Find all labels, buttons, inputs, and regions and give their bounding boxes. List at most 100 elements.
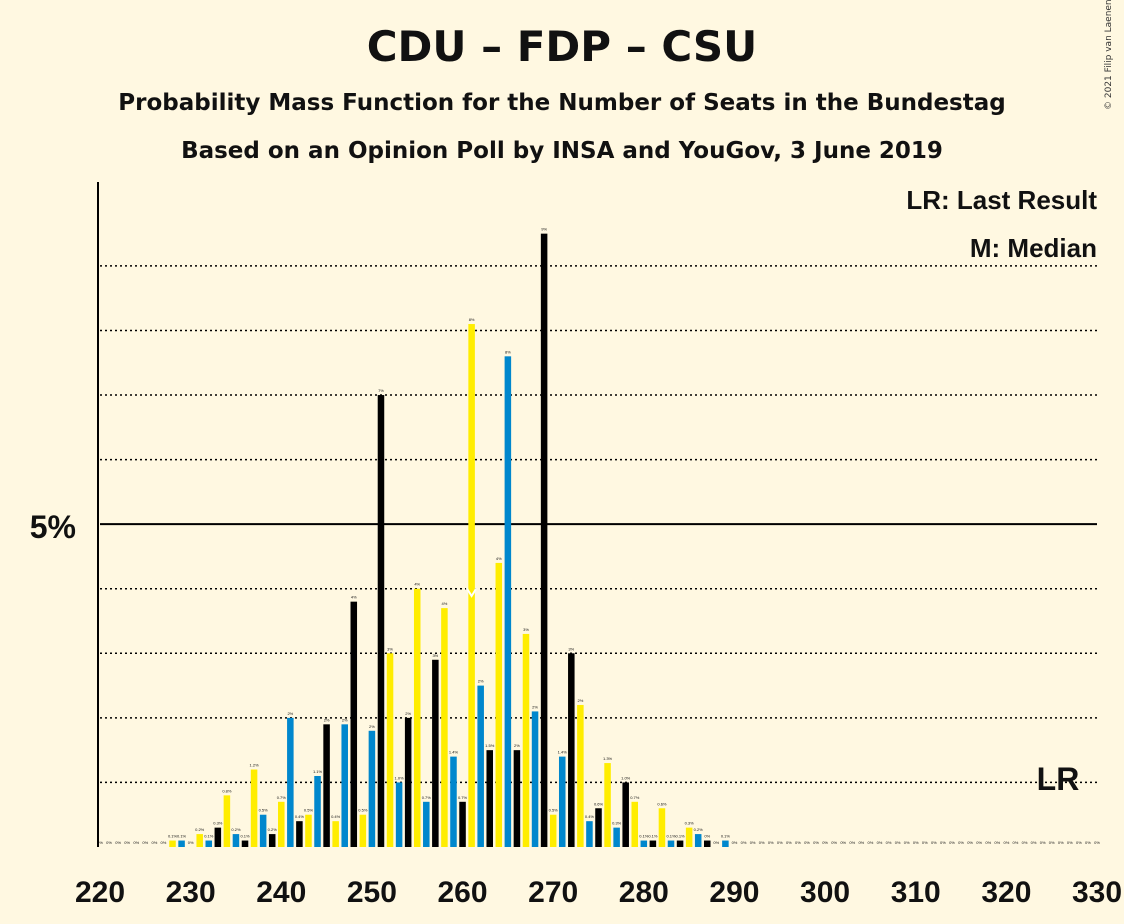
value-label-279: 0.7% bbox=[630, 795, 640, 800]
value-label-322: 0% bbox=[1022, 840, 1028, 845]
value-label-245: 2% bbox=[324, 717, 330, 722]
value-label-317: 0% bbox=[976, 840, 982, 845]
x-tick-label-290: 290 bbox=[709, 876, 759, 909]
bar-228 bbox=[169, 840, 176, 847]
bar-289 bbox=[722, 840, 729, 847]
value-label-235: 0.2% bbox=[231, 827, 241, 832]
last-result-marker: LR bbox=[1037, 761, 1080, 797]
value-label-254: 2% bbox=[405, 711, 411, 716]
bar-255 bbox=[413, 588, 421, 847]
value-label-300: 0% bbox=[822, 840, 828, 845]
value-label-292: 0% bbox=[750, 840, 756, 845]
value-label-267: 3% bbox=[523, 627, 529, 632]
chart-source-note: Based on an Opinion Poll by INSA and You… bbox=[181, 138, 943, 164]
bar-282 bbox=[658, 808, 666, 847]
value-label-250: 2% bbox=[369, 724, 375, 729]
bar-263 bbox=[486, 750, 493, 847]
bar-280 bbox=[640, 840, 648, 847]
value-labels: 0% 0% 0% 0% 0% 0% 0% 0%0.1% 0.1%0%0.2%0.1%0.3%0.… bbox=[97, 227, 1100, 845]
value-label-319: 0% bbox=[994, 840, 1000, 845]
bar-271 bbox=[558, 756, 566, 847]
legend-last-result: LR: Last Result bbox=[906, 185, 1097, 215]
value-label-251: 7% bbox=[378, 388, 384, 393]
value-label-295: 0% bbox=[777, 840, 783, 845]
bar-260 bbox=[459, 801, 466, 847]
value-label-306: 0% bbox=[877, 840, 883, 845]
x-tick-label-220: 220 bbox=[75, 876, 125, 909]
value-label-227: 0% bbox=[161, 840, 167, 845]
value-label-305: 0% bbox=[868, 840, 874, 845]
bar-257 bbox=[432, 659, 439, 847]
bar-262 bbox=[477, 685, 484, 847]
chart-title: CDU – FDP – CSU bbox=[366, 22, 758, 71]
x-tick-label-330: 330 bbox=[1072, 876, 1122, 909]
value-label-283: 0.1% bbox=[666, 834, 676, 839]
value-label-253: 1.0% bbox=[395, 775, 405, 780]
bar-261 bbox=[468, 324, 475, 848]
value-label-270: 0.5% bbox=[549, 808, 559, 813]
value-label-318: 0% bbox=[985, 840, 991, 845]
value-label-257: 3% bbox=[432, 653, 438, 658]
value-label-242: 0.4% bbox=[295, 814, 305, 819]
value-label-271: 1.4% bbox=[558, 750, 568, 755]
value-label-284: 0.1% bbox=[676, 834, 686, 839]
value-label-223: 0% bbox=[124, 840, 130, 845]
value-label-247: 2% bbox=[342, 717, 348, 722]
value-label-308: 0% bbox=[895, 840, 901, 845]
bar-243 bbox=[305, 814, 312, 847]
value-label-221: 0% bbox=[106, 840, 112, 845]
bar-251 bbox=[377, 395, 385, 847]
value-label-299: 0% bbox=[813, 840, 819, 845]
value-label-260: 0.7% bbox=[458, 795, 468, 800]
value-label-237: 1.2% bbox=[250, 763, 260, 768]
bar-277 bbox=[613, 827, 620, 847]
value-label-272: 3% bbox=[568, 646, 574, 651]
bar-273 bbox=[577, 704, 584, 847]
bar-284 bbox=[676, 840, 684, 847]
x-tick-label-310: 310 bbox=[891, 876, 941, 909]
value-label-324: 0% bbox=[1040, 840, 1046, 845]
bar-244 bbox=[314, 775, 321, 847]
value-label-265: 8% bbox=[505, 349, 511, 354]
value-label-258: 4% bbox=[442, 601, 448, 606]
bar-252 bbox=[386, 653, 394, 847]
value-label-288: 0% bbox=[713, 840, 719, 845]
value-label-234: 0.8% bbox=[222, 788, 232, 793]
value-label-233: 0.3% bbox=[213, 821, 223, 826]
value-label-240: 0.7% bbox=[277, 795, 287, 800]
value-label-296: 0% bbox=[786, 840, 792, 845]
value-label-243: 0.5% bbox=[304, 808, 314, 813]
value-label-297: 0% bbox=[795, 840, 801, 845]
bar-266 bbox=[513, 750, 521, 847]
value-label-259: 1.4% bbox=[449, 750, 459, 755]
value-label-277: 0.3% bbox=[612, 821, 622, 826]
bar-264 bbox=[495, 562, 503, 847]
chart-subtitle: Probability Mass Function for the Number… bbox=[118, 90, 1006, 116]
value-label-309: 0% bbox=[904, 840, 910, 845]
bar-250 bbox=[368, 730, 376, 847]
bar-232 bbox=[205, 840, 213, 847]
value-label-262: 2% bbox=[478, 679, 484, 684]
value-label-266: 2% bbox=[514, 743, 520, 748]
value-label-244: 1.1% bbox=[313, 769, 323, 774]
bar-270 bbox=[549, 814, 557, 847]
bar-287 bbox=[704, 840, 711, 847]
value-label-294: 0% bbox=[768, 840, 774, 845]
value-label-330: 0% bbox=[1094, 840, 1100, 845]
value-label-261: 8% bbox=[469, 317, 475, 322]
value-label-239: 0.2% bbox=[268, 827, 278, 832]
bar-272 bbox=[568, 653, 575, 847]
value-label-276: 1.3% bbox=[603, 756, 613, 761]
axes: 5% LR: Last Result M: Median LR bbox=[30, 182, 1097, 847]
bar-279 bbox=[631, 801, 639, 847]
value-label-273: 2% bbox=[577, 698, 583, 703]
value-label-249: 0.5% bbox=[358, 808, 368, 813]
value-label-252: 3% bbox=[387, 646, 393, 651]
x-tick-label-260: 260 bbox=[438, 876, 488, 909]
value-label-304: 0% bbox=[858, 840, 864, 845]
value-label-287: 0% bbox=[704, 834, 710, 839]
bar-256 bbox=[423, 801, 430, 847]
value-label-320: 0% bbox=[1003, 840, 1009, 845]
legend-median: M: Median bbox=[970, 233, 1097, 263]
